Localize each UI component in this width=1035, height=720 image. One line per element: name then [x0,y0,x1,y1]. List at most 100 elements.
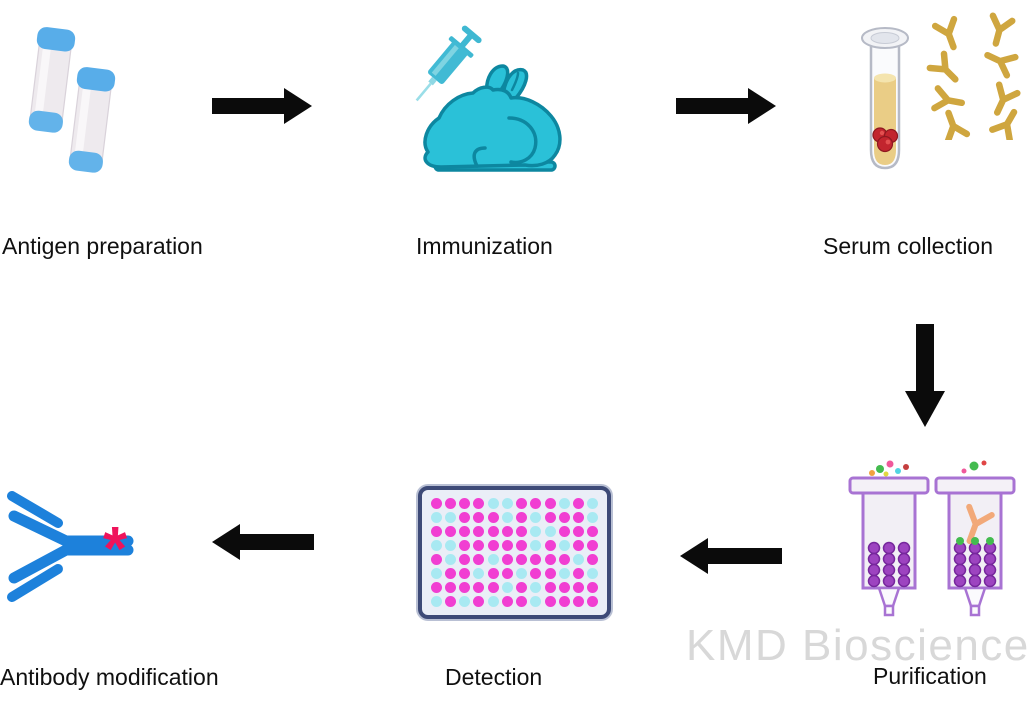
arrow-down-icon [905,324,945,427]
well-positive [473,525,485,537]
well-positive [558,511,570,523]
well-negative [544,525,556,537]
well-positive [516,497,528,509]
column-crude-sample [848,460,930,617]
step-label-immunization: Immunization [416,233,553,259]
well-positive [516,511,528,523]
well-positive [587,582,599,594]
well-positive [487,511,499,523]
well-positive [473,539,485,551]
well-positive [573,582,585,594]
well-positive [587,554,599,566]
well-positive [430,525,442,537]
arrow-left-icon [680,538,782,574]
purification-columns-icon [848,460,1016,617]
well-positive [501,554,513,566]
well-positive [558,525,570,537]
well-positive [587,539,599,551]
well-positive [516,539,528,551]
well-positive [501,525,513,537]
well-positive [473,497,485,509]
well-positive [544,539,556,551]
well-negative [459,596,471,608]
well-negative [501,511,513,523]
gold-antibodies-icon [926,10,1034,140]
well-positive [544,554,556,566]
well-negative [587,568,599,580]
well-positive [459,539,471,551]
well-positive [459,525,471,537]
well-positive [544,497,556,509]
well-positive [473,554,485,566]
arrow-left-icon [212,524,314,560]
well-negative [501,497,513,509]
well-positive [544,596,556,608]
well-positive [501,539,513,551]
well-negative [587,497,599,509]
well-negative [587,511,599,523]
well-positive [473,511,485,523]
well-negative [530,582,542,594]
well-positive [473,582,485,594]
well-negative [430,539,442,551]
elisa-well-grid [429,496,600,609]
step-label-purification: Purification [873,663,987,689]
well-negative [487,596,499,608]
fluorescent-label-marker: * [103,515,128,584]
well-positive [459,497,471,509]
step-label-serum-collection: Serum collection [823,233,994,259]
well-positive [558,554,570,566]
well-positive [516,554,528,566]
well-positive [544,511,556,523]
well-positive [558,596,570,608]
well-negative [487,497,499,509]
well-positive [487,568,499,580]
well-positive [459,554,471,566]
well-positive [530,568,542,580]
well-negative [430,511,442,523]
well-positive [444,497,456,509]
well-positive [430,497,442,509]
well-positive [573,596,585,608]
well-positive [530,497,542,509]
well-negative [501,582,513,594]
well-positive [459,511,471,523]
arrow-right-icon [212,88,312,124]
well-negative [530,539,542,551]
well-positive [516,525,528,537]
well-positive [530,554,542,566]
well-positive [430,554,442,566]
well-negative [530,596,542,608]
well-positive [487,539,499,551]
well-negative [444,554,456,566]
well-negative [530,511,542,523]
well-negative [530,525,542,537]
syringe-icon [415,25,482,102]
well-positive [487,525,499,537]
well-positive [516,596,528,608]
well-negative [558,539,570,551]
well-negative [473,568,485,580]
well-positive [473,596,485,608]
watermark-text: KMD Bioscience [686,621,1030,670]
well-positive [444,582,456,594]
well-positive [558,582,570,594]
well-positive [501,568,513,580]
serum-tube-icon [861,27,909,170]
well-negative [573,554,585,566]
well-negative [444,539,456,551]
well-positive [444,596,456,608]
well-negative [444,511,456,523]
well-positive [444,525,456,537]
antigen-vials-icon [26,25,117,174]
well-positive [587,596,599,608]
well-positive [516,582,528,594]
well-positive [573,539,585,551]
well-positive [544,568,556,580]
well-positive [573,568,585,580]
well-positive [573,525,585,537]
well-positive [430,582,442,594]
column-bound-antibody [934,460,1016,617]
elisa-plate-icon [418,486,611,619]
